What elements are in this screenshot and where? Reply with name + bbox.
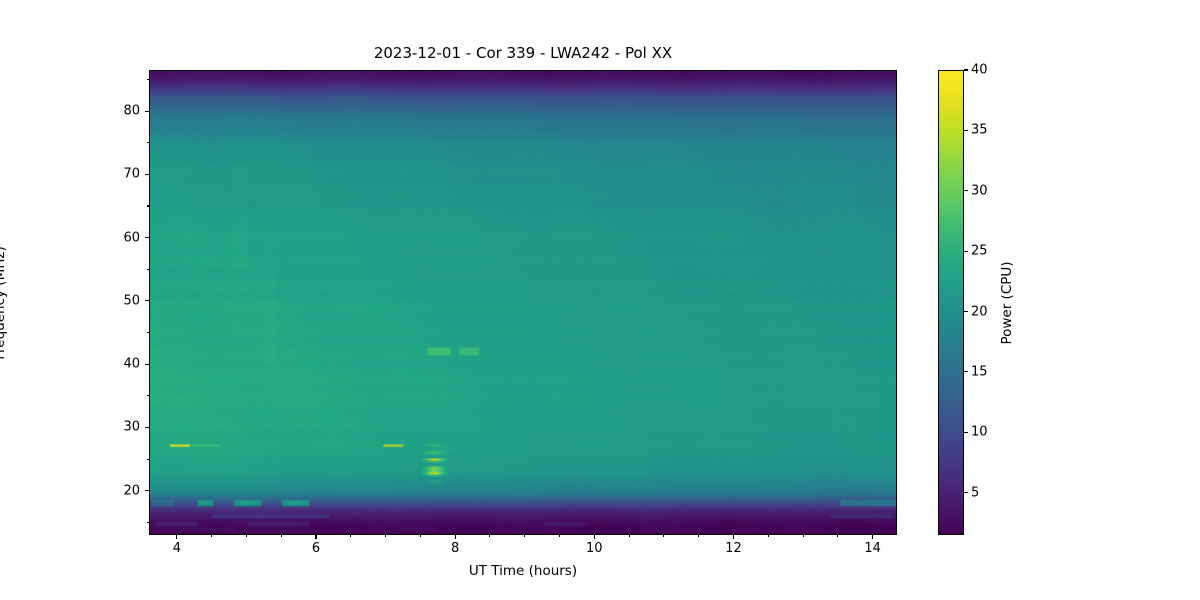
- y-tick-minor: [146, 205, 149, 207]
- x-tick-major: [872, 535, 874, 539]
- x-tick-major: [315, 535, 317, 539]
- colorbar-tick-label: 15: [971, 364, 988, 380]
- x-tick-minor: [245, 535, 247, 538]
- x-tick-label: 8: [451, 541, 460, 556]
- colorbar-tick: [964, 250, 968, 252]
- colorbar-tick-label: 5: [971, 485, 980, 501]
- x-tick-minor: [280, 535, 282, 538]
- colorbar-label: Power (CPU): [999, 260, 1015, 345]
- x-tick-label: 14: [864, 541, 881, 556]
- y-tick-major: [145, 490, 149, 492]
- colorbar-tick: [964, 492, 968, 494]
- x-tick-minor: [698, 535, 700, 538]
- x-tick-minor: [385, 535, 387, 538]
- colorbar-tick-label: 40: [971, 62, 988, 78]
- y-tick-major: [145, 363, 149, 365]
- colorbar-tick: [964, 129, 968, 131]
- y-tick-label: 70: [123, 166, 140, 182]
- x-tick-minor: [558, 535, 561, 538]
- colorbar-tick: [964, 431, 968, 433]
- y-tick-label: 40: [123, 356, 140, 372]
- x-tick-minor: [663, 535, 665, 538]
- x-tick-minor: [489, 535, 491, 538]
- colorbar-tick: [964, 190, 968, 192]
- y-tick-minor: [146, 78, 149, 81]
- x-tick-minor: [837, 535, 839, 538]
- colorbar-tick: [964, 311, 968, 313]
- y-tick-label: 50: [123, 293, 140, 309]
- y-tick-minor: [146, 395, 149, 397]
- x-tick-minor: [767, 535, 769, 538]
- colorbar-tick-label: 35: [971, 122, 988, 138]
- y-tick-minor: [146, 332, 149, 334]
- y-tick-label: 20: [123, 483, 140, 499]
- x-tick-minor: [524, 535, 526, 538]
- colorbar-tick-label: 30: [971, 183, 988, 199]
- colorbar[interactable]: [938, 70, 964, 535]
- spectrogram-axes[interactable]: [149, 70, 897, 535]
- page-title: 2023-12-01 - Cor 339 - LWA242 - Pol XX: [373, 44, 673, 62]
- x-tick-minor: [211, 535, 213, 538]
- colorbar-tick-label: 20: [971, 304, 988, 320]
- y-tick-major: [145, 237, 149, 239]
- x-tick-label: 12: [725, 541, 742, 556]
- x-tick-minor: [802, 535, 804, 538]
- colorbar-tick-label: 25: [971, 243, 988, 259]
- y-tick-label: 30: [123, 419, 140, 435]
- y-tick-minor: [146, 142, 149, 144]
- colorbar-tick: [964, 69, 968, 71]
- x-tick-label: 4: [172, 541, 181, 556]
- y-tick-label: 80: [123, 103, 140, 119]
- x-axis-label: UT Time (hours): [468, 563, 578, 579]
- colorbar-tick-label: 10: [971, 424, 988, 440]
- x-tick-label: 6: [311, 541, 321, 556]
- y-tick-minor: [146, 521, 149, 523]
- x-tick-minor: [350, 535, 352, 538]
- y-axis-label: Frequency (MHz): [0, 245, 8, 360]
- x-tick-major: [176, 535, 178, 539]
- y-tick-minor: [146, 458, 149, 460]
- x-tick-minor: [628, 535, 630, 538]
- y-tick-minor: [146, 268, 149, 270]
- x-tick-minor: [419, 535, 421, 538]
- spectrogram-heatmap: [150, 71, 896, 534]
- y-tick-major: [145, 173, 149, 175]
- x-tick-label: 10: [586, 541, 603, 556]
- colorbar-tick: [964, 371, 968, 373]
- y-tick-major: [145, 300, 149, 302]
- y-tick-major: [145, 110, 149, 112]
- y-tick-label: 60: [123, 230, 140, 246]
- x-tick-major: [454, 535, 456, 539]
- x-tick-major: [732, 535, 735, 539]
- y-tick-major: [145, 426, 149, 428]
- x-tick-major: [593, 535, 595, 539]
